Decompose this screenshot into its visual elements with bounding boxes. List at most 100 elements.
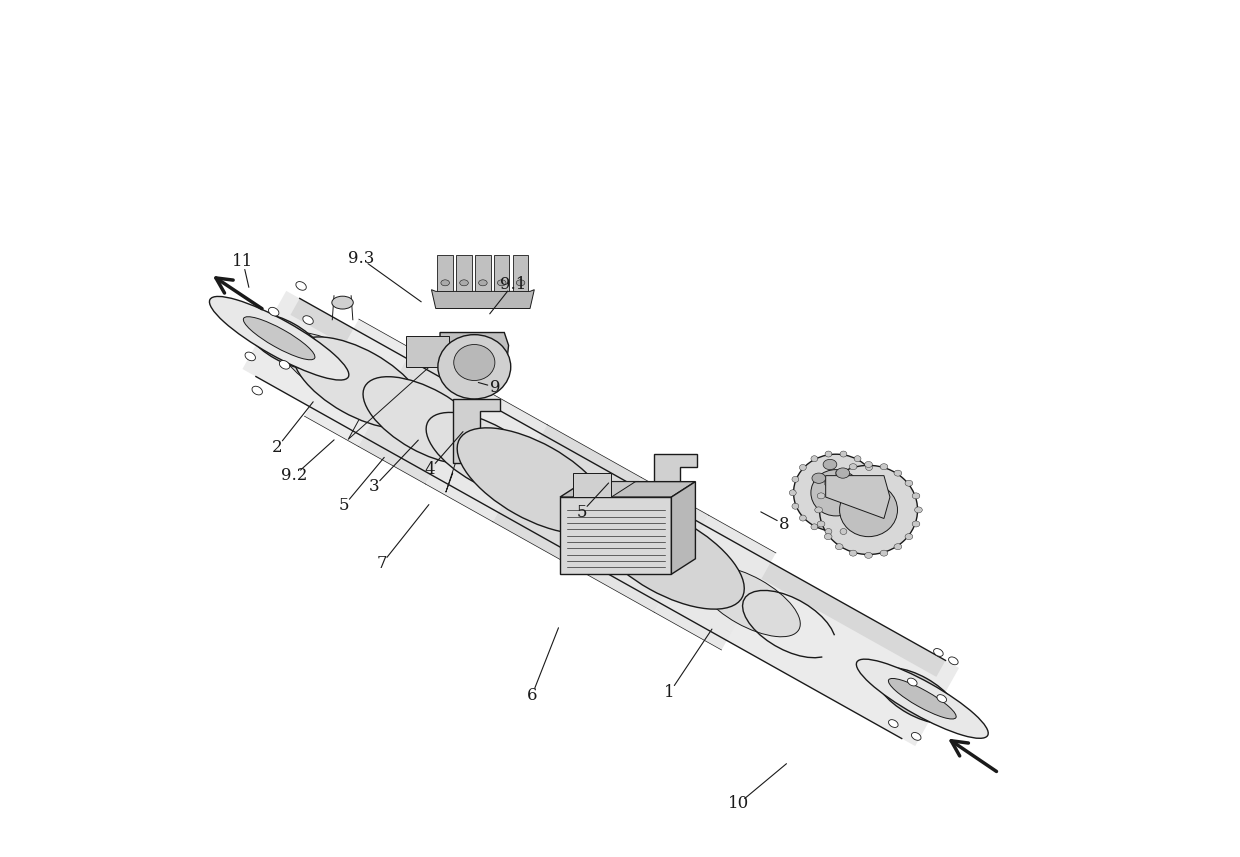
Ellipse shape	[888, 679, 956, 719]
Ellipse shape	[836, 543, 843, 549]
Ellipse shape	[792, 503, 799, 509]
Polygon shape	[826, 476, 890, 518]
Text: 8: 8	[779, 516, 790, 533]
Ellipse shape	[894, 470, 901, 476]
Ellipse shape	[854, 456, 861, 462]
Ellipse shape	[332, 297, 353, 309]
Text: 9.3: 9.3	[348, 250, 374, 267]
Ellipse shape	[866, 464, 873, 470]
Ellipse shape	[875, 490, 883, 495]
Polygon shape	[358, 350, 480, 484]
Ellipse shape	[894, 543, 901, 549]
Ellipse shape	[864, 461, 873, 467]
Polygon shape	[432, 290, 534, 309]
Ellipse shape	[210, 297, 348, 380]
Ellipse shape	[497, 279, 506, 286]
Polygon shape	[573, 473, 611, 497]
Ellipse shape	[905, 480, 913, 486]
Text: 4: 4	[424, 461, 435, 478]
Ellipse shape	[460, 279, 469, 286]
Ellipse shape	[836, 468, 849, 478]
Ellipse shape	[469, 438, 572, 508]
Ellipse shape	[839, 483, 898, 536]
Ellipse shape	[839, 529, 847, 535]
Ellipse shape	[849, 550, 857, 556]
Ellipse shape	[877, 668, 957, 723]
Ellipse shape	[246, 352, 255, 361]
Ellipse shape	[441, 279, 449, 286]
Ellipse shape	[913, 493, 920, 499]
Ellipse shape	[458, 428, 610, 534]
Ellipse shape	[303, 315, 314, 325]
Ellipse shape	[873, 503, 880, 509]
Polygon shape	[440, 333, 508, 384]
Ellipse shape	[815, 506, 822, 512]
Ellipse shape	[849, 464, 857, 470]
Ellipse shape	[908, 678, 918, 686]
Polygon shape	[305, 319, 413, 446]
Ellipse shape	[454, 345, 495, 381]
Ellipse shape	[790, 490, 796, 495]
Text: 6: 6	[527, 687, 537, 704]
Ellipse shape	[817, 521, 825, 527]
Ellipse shape	[563, 491, 666, 561]
Ellipse shape	[889, 720, 898, 728]
Ellipse shape	[823, 459, 837, 470]
Ellipse shape	[913, 521, 920, 527]
Text: 11: 11	[232, 253, 253, 270]
Ellipse shape	[934, 649, 944, 656]
Ellipse shape	[401, 400, 505, 470]
Ellipse shape	[864, 553, 873, 559]
Ellipse shape	[839, 451, 847, 457]
Ellipse shape	[854, 524, 861, 530]
Ellipse shape	[812, 473, 826, 483]
Ellipse shape	[279, 361, 290, 369]
Text: 5: 5	[339, 497, 350, 514]
Polygon shape	[456, 255, 471, 291]
Ellipse shape	[427, 412, 547, 496]
Ellipse shape	[252, 387, 263, 395]
Ellipse shape	[836, 470, 843, 476]
Ellipse shape	[937, 695, 946, 703]
Polygon shape	[560, 482, 696, 497]
Ellipse shape	[630, 529, 733, 599]
Polygon shape	[655, 454, 697, 514]
Ellipse shape	[516, 279, 525, 286]
Ellipse shape	[697, 566, 800, 637]
Ellipse shape	[880, 550, 888, 556]
Ellipse shape	[811, 524, 818, 530]
Ellipse shape	[905, 534, 913, 540]
Text: 5: 5	[577, 504, 587, 521]
Ellipse shape	[820, 465, 918, 554]
Polygon shape	[492, 425, 641, 574]
Polygon shape	[438, 255, 453, 291]
Ellipse shape	[873, 476, 880, 482]
Ellipse shape	[825, 534, 832, 540]
Ellipse shape	[334, 363, 436, 433]
Ellipse shape	[825, 529, 832, 535]
Text: 9.1: 9.1	[500, 276, 526, 293]
Polygon shape	[671, 482, 696, 574]
Polygon shape	[560, 497, 671, 574]
Ellipse shape	[794, 454, 878, 531]
Ellipse shape	[866, 515, 873, 521]
Ellipse shape	[911, 733, 921, 740]
Polygon shape	[425, 387, 547, 522]
Polygon shape	[475, 255, 491, 291]
Ellipse shape	[800, 515, 806, 521]
Text: 9: 9	[491, 379, 501, 396]
Text: 7: 7	[377, 555, 387, 572]
Ellipse shape	[811, 456, 818, 462]
Polygon shape	[513, 255, 528, 291]
Polygon shape	[290, 298, 946, 677]
Text: 10: 10	[728, 795, 749, 812]
Ellipse shape	[460, 435, 472, 442]
Text: 2: 2	[272, 439, 283, 456]
Text: 9.2: 9.2	[281, 467, 308, 484]
Ellipse shape	[269, 308, 279, 316]
Ellipse shape	[280, 333, 383, 403]
Polygon shape	[573, 482, 635, 497]
Ellipse shape	[438, 335, 511, 399]
Ellipse shape	[479, 279, 487, 286]
Ellipse shape	[792, 476, 799, 482]
